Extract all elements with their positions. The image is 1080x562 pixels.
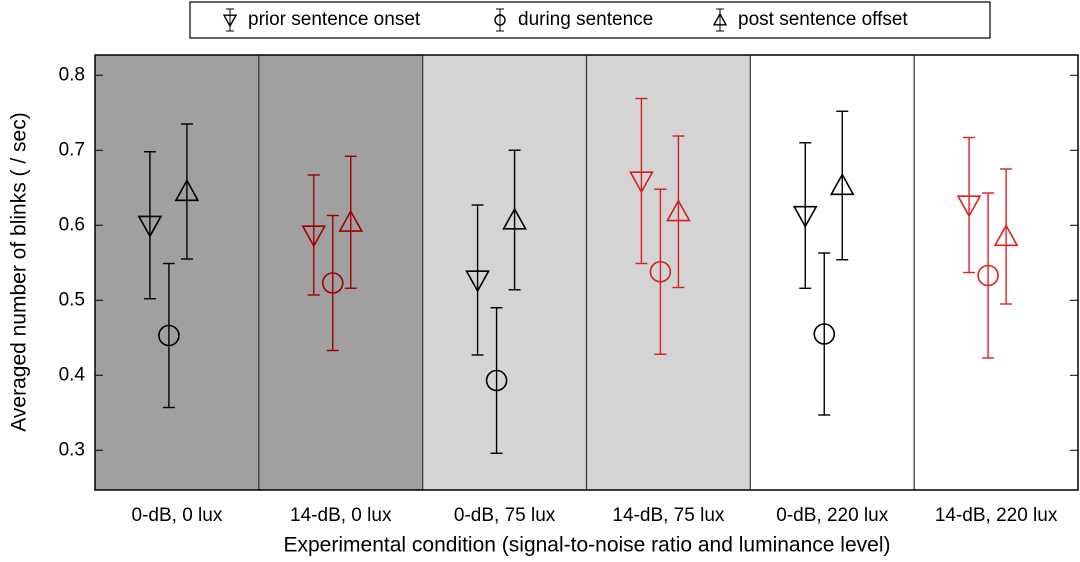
marker bbox=[338, 209, 364, 232]
y-tick-label: 0.6 bbox=[59, 214, 85, 235]
legend-label: prior sentence onset bbox=[248, 9, 421, 30]
condition-background bbox=[422, 55, 587, 490]
marker bbox=[813, 323, 836, 345]
error-bar bbox=[836, 110, 849, 261]
marker bbox=[321, 272, 344, 294]
condition-background bbox=[258, 55, 423, 490]
marker bbox=[502, 207, 527, 230]
y-tick-label: 0.5 bbox=[59, 289, 85, 310]
marker bbox=[993, 223, 1019, 247]
error-bar bbox=[1000, 168, 1013, 305]
plot-frame bbox=[94, 54, 1079, 491]
error-bar bbox=[818, 252, 831, 416]
marker bbox=[301, 225, 327, 248]
legend-marker bbox=[712, 12, 728, 26]
condition-background bbox=[586, 55, 751, 490]
y-tick-label: 0.3 bbox=[59, 439, 85, 460]
x-tick-label: 0-dB, 0 lux bbox=[132, 505, 223, 526]
marker bbox=[829, 172, 855, 196]
error-bar bbox=[471, 204, 484, 356]
error-bar bbox=[982, 192, 995, 359]
marker bbox=[174, 178, 200, 202]
error-bar bbox=[799, 142, 812, 289]
error-bar bbox=[326, 214, 339, 352]
x-tick-label: 14-dB, 220 lux bbox=[935, 505, 1058, 526]
marker bbox=[158, 324, 180, 347]
error-bar bbox=[635, 97, 648, 265]
error-bar bbox=[963, 136, 976, 274]
marker bbox=[977, 264, 999, 287]
marker bbox=[465, 270, 490, 293]
marker bbox=[485, 369, 508, 392]
error-bar bbox=[672, 135, 685, 289]
x-tick-label: 14-dB, 0 lux bbox=[290, 505, 392, 526]
error-bar bbox=[654, 188, 667, 355]
marker bbox=[629, 171, 654, 194]
marker bbox=[649, 260, 672, 283]
legend-marker bbox=[494, 14, 506, 26]
error-bar bbox=[344, 155, 357, 289]
y-tick-label: 0.7 bbox=[59, 139, 85, 160]
y-tick-label: 0.8 bbox=[59, 64, 85, 85]
legend-box bbox=[189, 1, 991, 39]
marker bbox=[956, 195, 982, 218]
condition-background bbox=[750, 55, 915, 490]
x-tick-label: 14-dB, 75 lux bbox=[612, 505, 724, 526]
y-tick-label: 0.4 bbox=[59, 364, 86, 385]
y-axis-label: Averaged number of blinks ( / sec) bbox=[8, 112, 31, 431]
x-axis-label: Experimental condition (signal-to-noise … bbox=[284, 534, 891, 557]
legend-label: during sentence bbox=[518, 9, 653, 30]
marker bbox=[137, 215, 163, 238]
marker bbox=[792, 205, 818, 229]
error-bar bbox=[162, 262, 175, 409]
error-bar bbox=[490, 307, 503, 454]
error-bar bbox=[508, 149, 521, 291]
x-tick-label: 0-dB, 220 lux bbox=[776, 505, 888, 526]
error-bar bbox=[180, 123, 193, 260]
legend-label: post sentence offset bbox=[738, 9, 908, 30]
error-bar bbox=[307, 174, 320, 296]
condition-background bbox=[95, 55, 259, 490]
error-bar bbox=[143, 151, 156, 300]
legend-marker bbox=[222, 14, 238, 28]
condition-background bbox=[914, 55, 1078, 490]
marker bbox=[666, 199, 691, 222]
x-tick-label: 0-dB, 75 lux bbox=[454, 505, 556, 526]
